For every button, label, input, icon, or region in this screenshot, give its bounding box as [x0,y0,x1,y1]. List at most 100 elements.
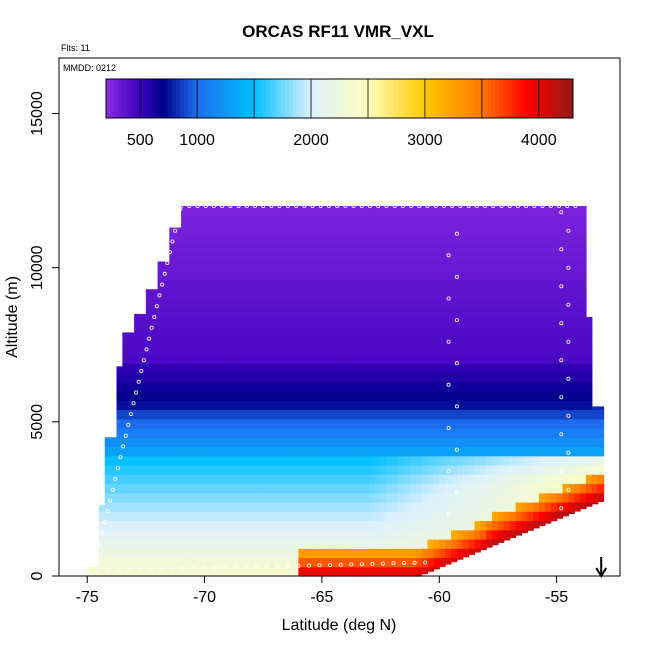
heatmap-cell [345,409,352,420]
heatmap-cell [386,215,393,226]
heatmap-cell [515,418,523,429]
heatmap-cell [181,428,188,438]
track-point [137,568,142,573]
heatmap-cell [298,363,305,374]
heatmap-cell [480,344,487,355]
heatmap-cell [116,548,123,559]
heatmap-cell [351,418,358,429]
heatmap-cell [128,455,135,466]
heatmap-cell [98,539,106,549]
heatmap-cell [316,437,323,448]
heatmap-cell [415,354,423,364]
heatmap-cell [169,326,176,337]
track-point [110,487,115,492]
track-point [573,203,578,208]
heatmap-cell [216,465,223,475]
heatmap-cell [509,492,517,503]
heatmap-cell [474,363,481,374]
heatmap-cell [321,307,329,318]
heatmap-cell [151,566,159,577]
heatmap-cell [304,446,311,457]
heatmap-cell [263,215,270,226]
heatmap-cell [451,455,458,466]
heatmap-cell [351,502,358,512]
heatmap-cell [116,511,123,522]
heatmap-cell [298,474,305,485]
colorbar-segment [534,79,539,118]
heatmap-cell [386,502,393,512]
heatmap-cell [145,428,153,438]
heatmap-cell [368,335,376,346]
track-point [359,562,364,567]
heatmap-cell [298,354,305,364]
heatmap-cell [539,381,546,392]
heatmap-cell [257,418,264,429]
heatmap-cell [110,548,118,559]
heatmap-cell [380,381,388,392]
track-point [566,228,571,233]
heatmap-cell [216,307,223,318]
heatmap-cell [480,261,487,272]
heatmap-cell [192,391,200,401]
heatmap-cell [492,326,499,337]
heatmap-cell [316,400,323,411]
heatmap-cell [492,539,499,546]
heatmap-cell [451,289,458,300]
heatmap-cell [222,511,229,522]
heatmap-cell [263,511,270,522]
heatmap-cell [280,215,288,226]
colorbar-segment [436,79,442,118]
heatmap-cell [116,400,123,411]
heatmap-cell [139,465,147,475]
track-point [441,203,446,208]
heatmap-cell [210,233,217,244]
heatmap-cell [415,344,423,355]
heatmap-cell [339,446,346,457]
heatmap-cell [404,206,411,216]
heatmap-cell [515,335,523,346]
heatmap-cell [304,335,311,346]
heatmap-cell [357,372,364,383]
heatmap-cell [298,280,305,290]
track-point [154,304,159,309]
heatmap-cell [539,474,546,485]
heatmap-cell [175,233,182,244]
heatmap-cell [486,280,493,290]
heatmap-cell [386,280,393,290]
heatmap-cell [392,280,399,290]
heatmap-cell [539,261,546,272]
heatmap-cell [427,363,434,374]
heatmap-cell [421,437,429,448]
heatmap-cell [122,511,129,522]
heatmap-cell [497,511,505,522]
heatmap-cell [474,409,481,420]
heatmap-cell [298,446,305,457]
heatmap-cell [533,280,540,290]
heatmap-cell [568,492,575,503]
heatmap-cell [374,409,382,420]
heatmap-cell [321,270,329,281]
heatmap-cell [357,548,364,559]
heatmap-cell [286,354,294,364]
heatmap-cell [580,428,587,438]
heatmap-cell [269,465,276,475]
colorbar-segment [141,79,146,118]
heatmap-cell [333,372,341,383]
track-point [376,203,381,208]
colorbar-segment [207,79,212,118]
heatmap-cell [310,400,317,411]
colorbar-segment [417,79,422,118]
heatmap-cell [151,307,159,318]
heatmap-cell [157,437,165,448]
heatmap-cell [433,280,440,290]
heatmap-cell [333,539,341,549]
heatmap-cell [574,270,581,281]
heatmap-cell [445,428,452,438]
heatmap-cell [316,409,323,420]
colorbar-segment [168,79,173,118]
heatmap-cell [562,298,569,309]
heatmap-cell [568,428,575,438]
heatmap-cell [251,280,258,290]
colorbar-segment [351,79,356,118]
heatmap-cell [210,455,217,466]
